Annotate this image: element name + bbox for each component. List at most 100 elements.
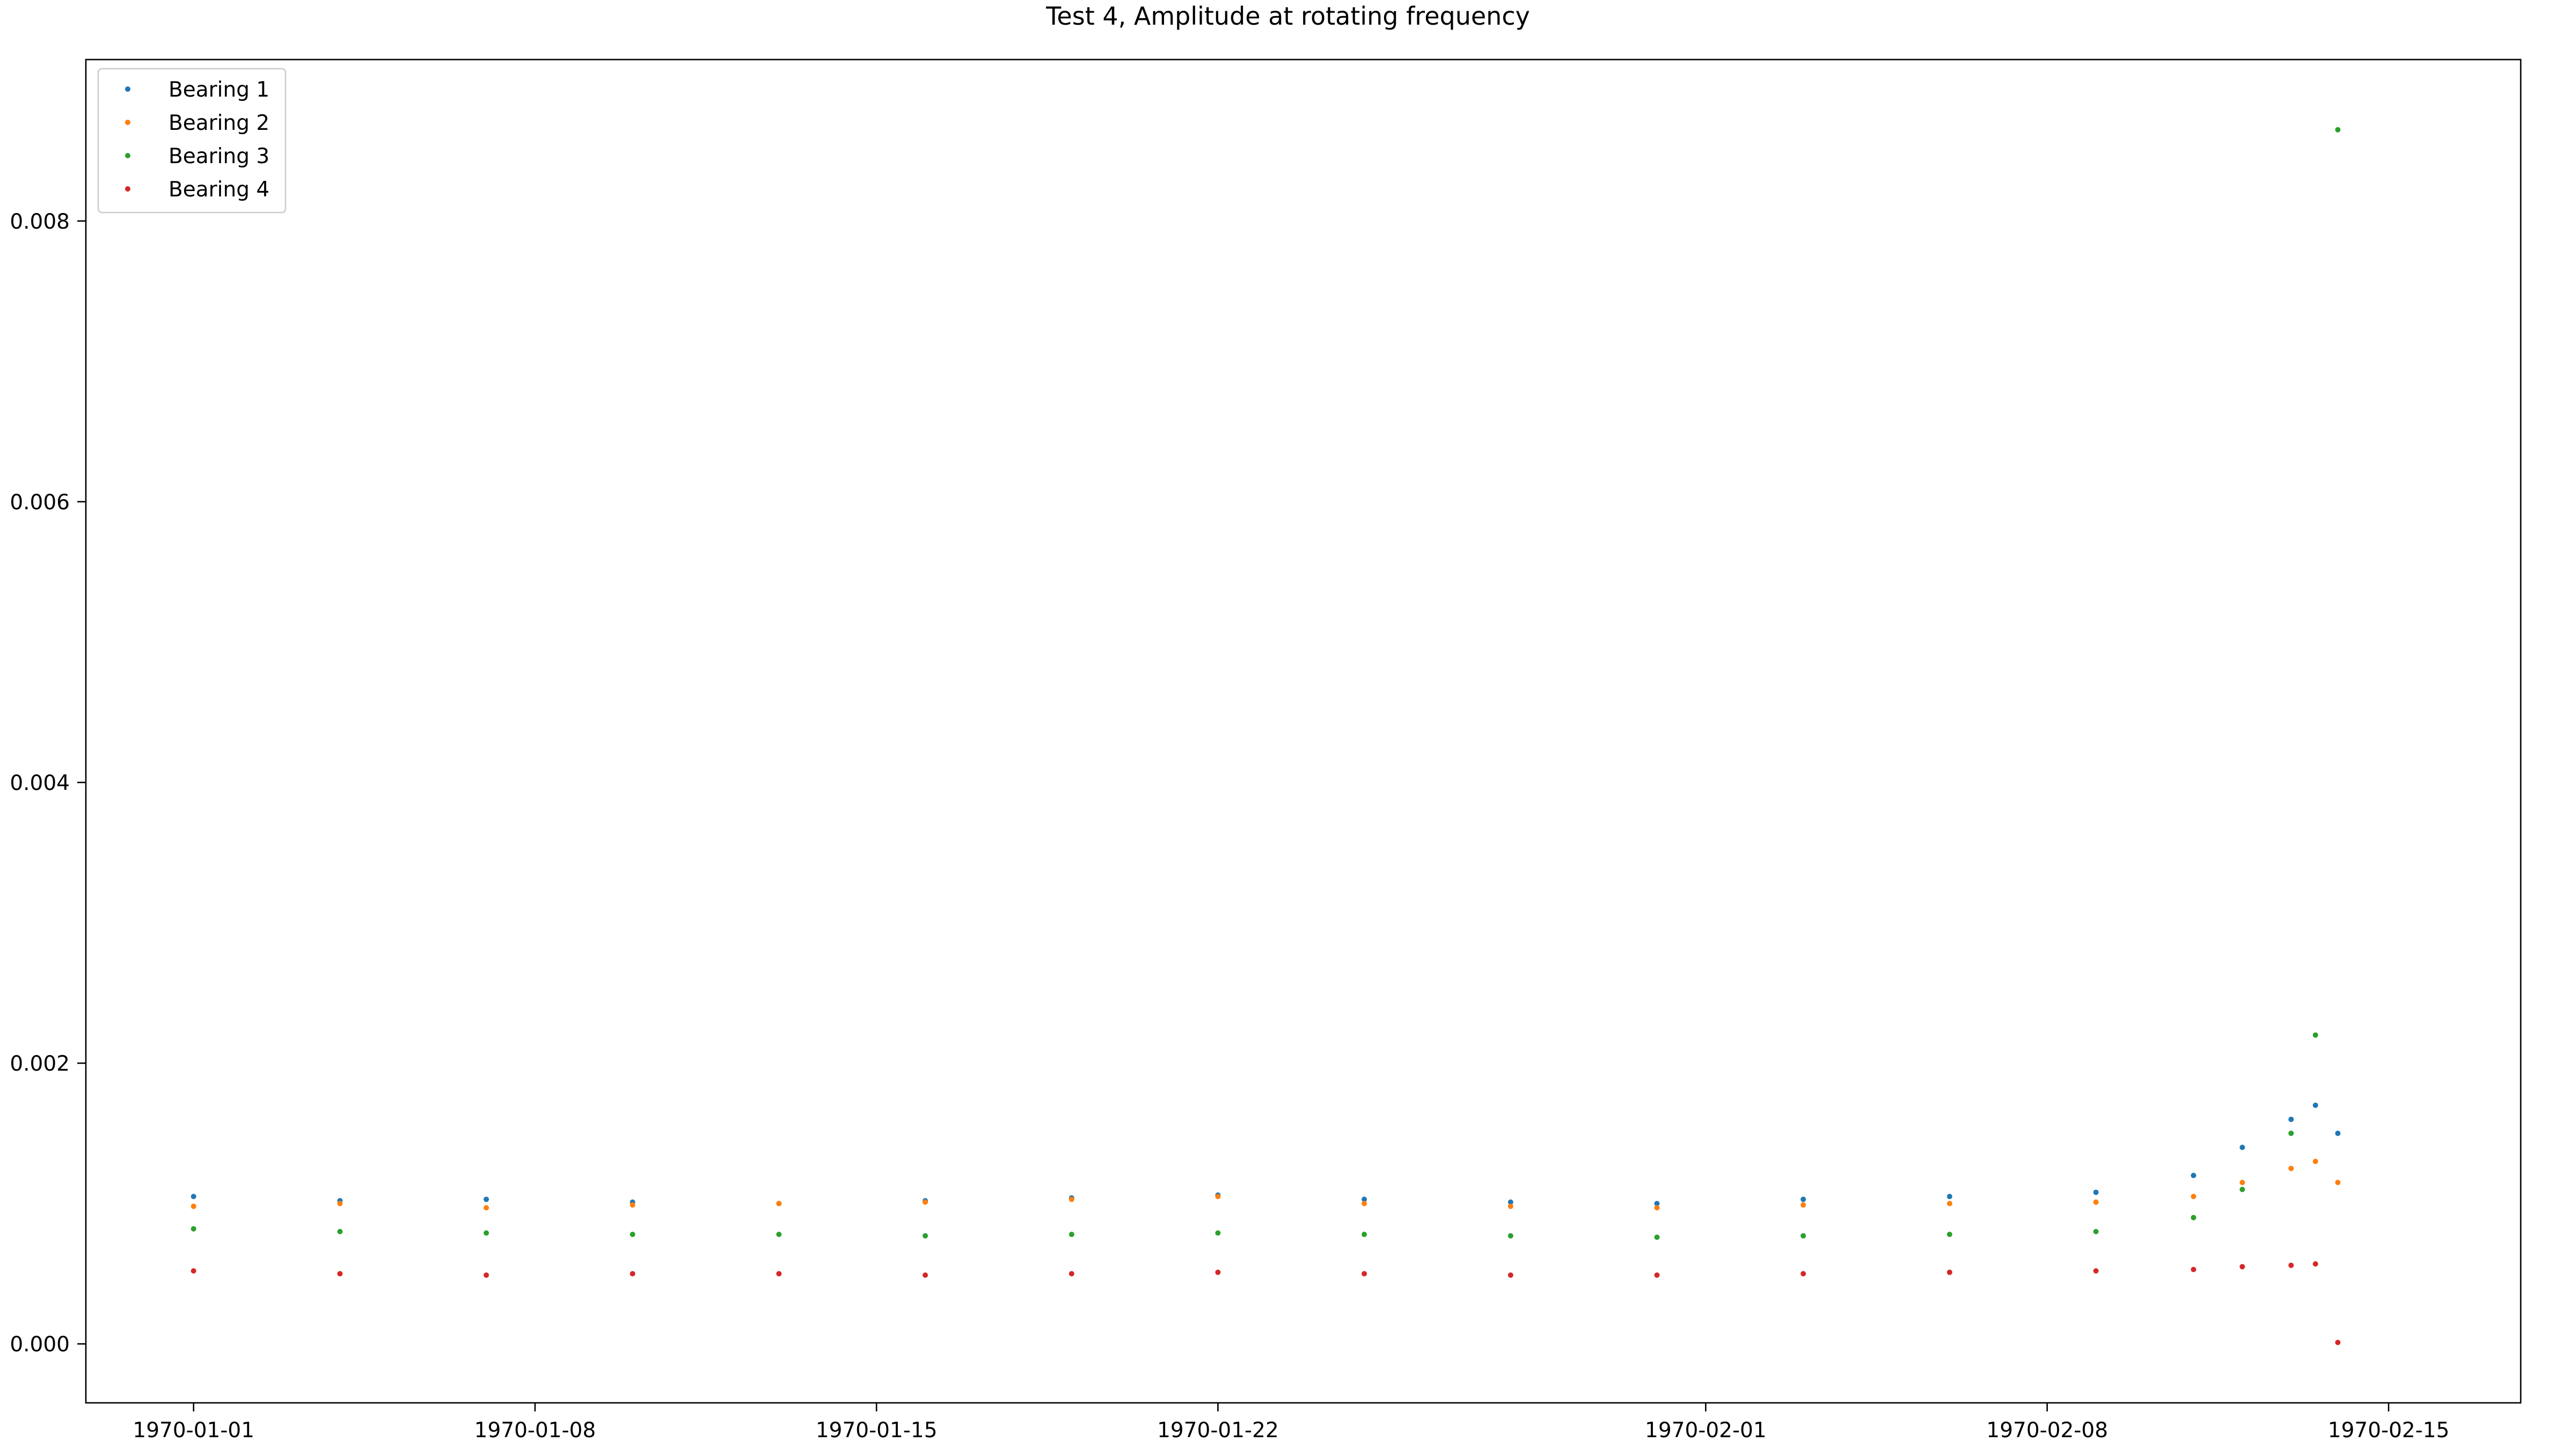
legend-box — [97, 68, 287, 214]
data-point — [337, 1271, 343, 1277]
data-point — [1654, 1205, 1660, 1211]
data-point — [923, 1199, 928, 1205]
x-tick-label: 1970-01-15 — [816, 1418, 938, 1443]
data-point — [191, 1268, 196, 1274]
data-point — [2288, 1166, 2294, 1172]
data-point — [630, 1202, 635, 1208]
series-3 — [191, 127, 2341, 1240]
data-point — [1801, 1202, 1806, 1208]
data-point — [2240, 1145, 2245, 1150]
data-point — [2191, 1267, 2197, 1272]
data-point — [2240, 1180, 2245, 1185]
data-point — [1507, 1272, 1513, 1278]
data-point — [2093, 1228, 2099, 1234]
y-tick-label: 0.002 — [10, 1052, 70, 1076]
data-point — [2335, 1180, 2341, 1185]
data-point — [1801, 1271, 1806, 1277]
legend-label: Bearing 2 — [169, 111, 269, 135]
legend-label: Bearing 4 — [169, 178, 269, 202]
legend-marker — [125, 186, 130, 192]
data-point — [2335, 127, 2341, 133]
x-tick-label: 1970-01-08 — [474, 1418, 596, 1443]
y-tick-label: 0.006 — [10, 491, 70, 515]
data-point — [2312, 1032, 2318, 1038]
x-tick-label: 1970-02-15 — [2328, 1418, 2450, 1443]
chart-legend: Bearing 1 Bearing 2 Bearing 3 Bearing 4 — [97, 68, 287, 214]
data-point — [1946, 1232, 1952, 1238]
y-tick-label: 0.008 — [10, 210, 70, 234]
data-point — [2240, 1264, 2245, 1270]
data-point — [1362, 1271, 1367, 1277]
x-axis-ticks: 1970-01-01 1970-01-08 1970-01-15 1970-01-22… — [133, 1403, 2449, 1443]
y-axis-ticks: 0.000 0.002 0.004 0.006 0.008 — [10, 210, 86, 1357]
data-point — [191, 1203, 196, 1209]
data-point — [1362, 1232, 1367, 1238]
data-point — [1215, 1230, 1221, 1236]
data-point — [484, 1272, 489, 1278]
data-point — [2288, 1262, 2294, 1268]
legend-label: Bearing 1 — [169, 78, 269, 102]
data-point — [2093, 1189, 2099, 1195]
data-point — [1069, 1232, 1074, 1238]
data-point — [923, 1272, 928, 1278]
data-point — [484, 1230, 489, 1236]
data-point — [484, 1205, 489, 1211]
data-point — [630, 1271, 635, 1277]
data-point — [1507, 1203, 1513, 1209]
chart-title: Test 4, Amplitude at rotating frequency — [1045, 2, 1530, 31]
data-point — [1801, 1196, 1806, 1202]
data-point — [337, 1228, 343, 1234]
data-point — [1946, 1201, 1952, 1206]
plot-frame — [85, 58, 2522, 1404]
legend-label: Bearing 3 — [169, 144, 269, 169]
legend-marker — [125, 120, 130, 125]
data-point — [1801, 1233, 1806, 1239]
x-tick-label: 1970-02-08 — [1986, 1418, 2108, 1443]
data-point — [2335, 1340, 2341, 1345]
data-point — [1069, 1271, 1074, 1277]
data-point — [2093, 1268, 2099, 1274]
data-point — [1069, 1196, 1074, 1202]
series-4 — [191, 1261, 2341, 1345]
data-point — [191, 1194, 196, 1199]
data-point — [630, 1232, 635, 1238]
data-point — [776, 1201, 782, 1206]
data-point — [2288, 1130, 2294, 1136]
data-point — [1362, 1196, 1367, 1202]
data-point — [1654, 1234, 1660, 1240]
data-point — [1946, 1194, 1952, 1199]
series-2 — [191, 1159, 2341, 1211]
data-point — [2191, 1173, 2197, 1179]
data-point — [337, 1201, 343, 1206]
data-point — [2312, 1102, 2318, 1108]
data-point — [1654, 1201, 1660, 1206]
data-point — [923, 1233, 928, 1239]
data-point — [191, 1226, 196, 1232]
data-point — [2312, 1159, 2318, 1165]
data-point — [2335, 1130, 2341, 1136]
data-point — [2191, 1214, 2197, 1220]
data-point — [1946, 1269, 1952, 1275]
x-tick-label: 1970-01-01 — [133, 1418, 254, 1443]
y-tick-label: 0.004 — [10, 771, 70, 795]
data-point — [2312, 1261, 2318, 1267]
data-point — [776, 1232, 782, 1238]
data-point — [484, 1196, 489, 1202]
legend-marker — [125, 86, 130, 92]
data-point — [1507, 1233, 1513, 1239]
y-tick-label: 0.000 — [10, 1333, 70, 1357]
plot-points — [191, 127, 2341, 1345]
data-point — [2288, 1116, 2294, 1122]
data-point — [1507, 1199, 1513, 1205]
data-point — [2191, 1194, 2197, 1199]
data-point — [1362, 1201, 1367, 1206]
data-point — [2240, 1187, 2245, 1192]
data-point — [1654, 1272, 1660, 1278]
x-tick-label: 1970-01-22 — [1157, 1418, 1279, 1443]
x-tick-label: 1970-02-01 — [1645, 1418, 1767, 1443]
data-point — [1215, 1269, 1221, 1275]
legend-marker — [125, 153, 130, 158]
data-point — [2093, 1199, 2099, 1205]
